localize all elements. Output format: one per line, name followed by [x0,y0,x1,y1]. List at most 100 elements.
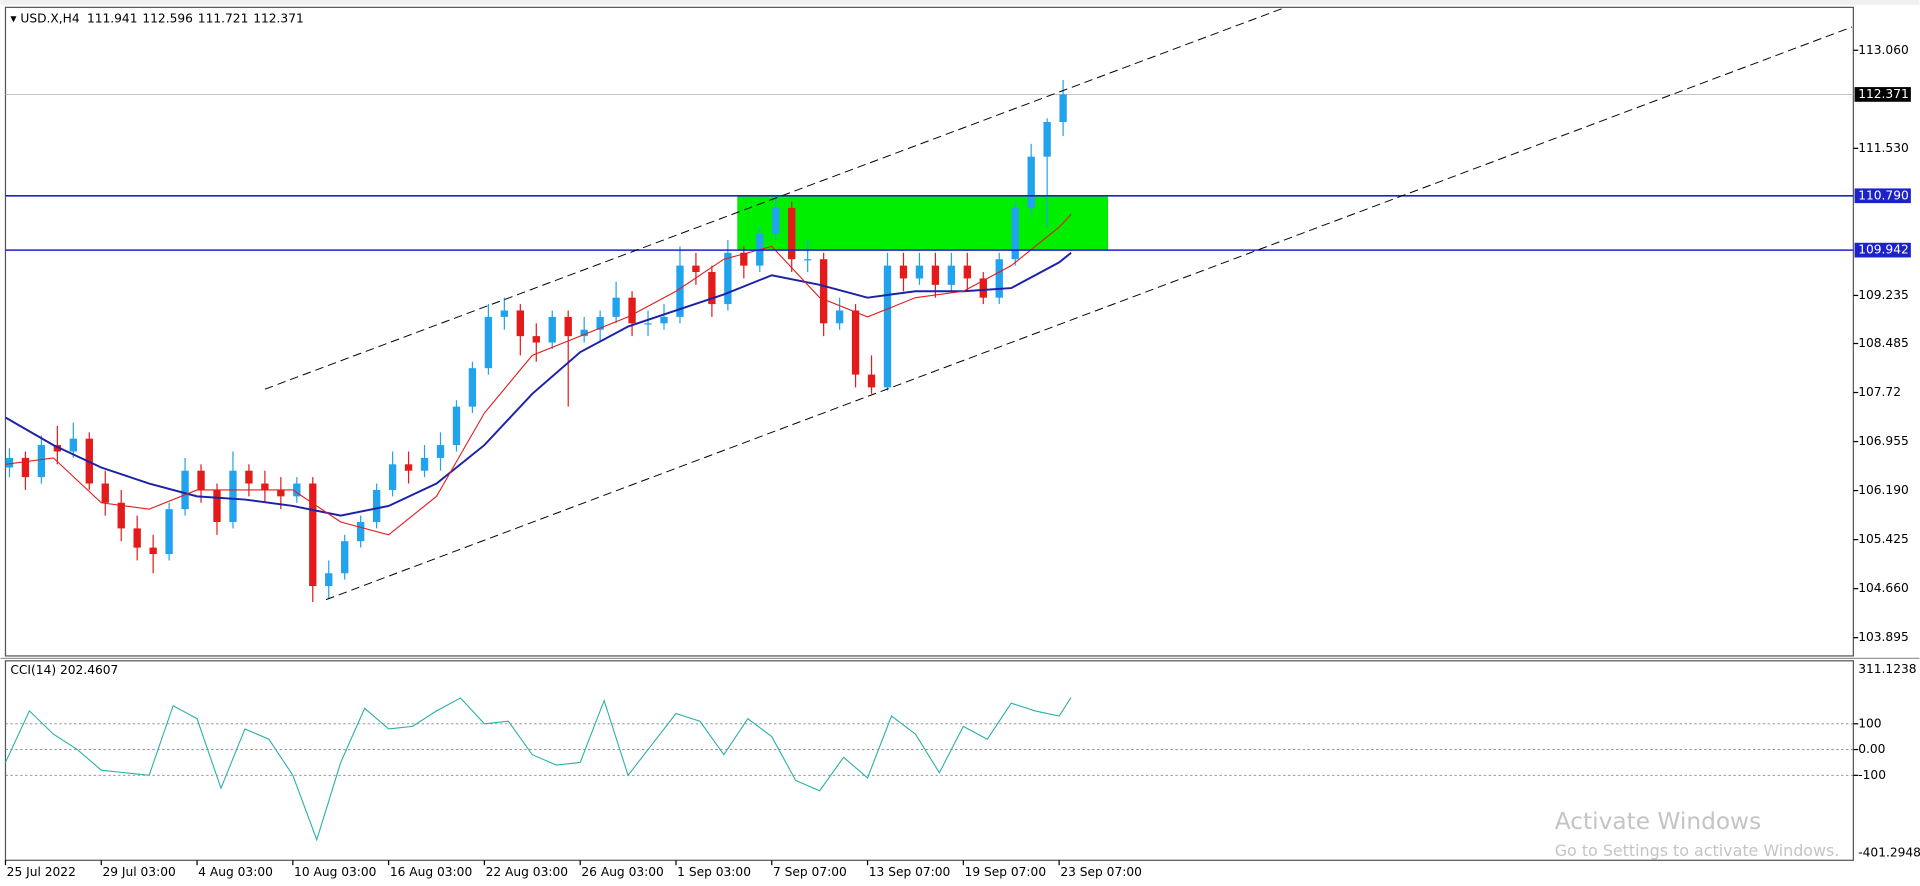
level-label-box [1854,188,1911,204]
candle-body [1011,207,1019,260]
candle-body [245,470,253,484]
candle-body [277,489,285,497]
candle-body [229,470,237,522]
candle-body [69,438,77,452]
x-tick-label: 13 Sep 07:00 [869,865,951,879]
tab-strip [0,0,1920,5]
x-tick-label: 26 Aug 03:00 [581,865,663,879]
y-tick-label: 106.955 [1858,434,1909,448]
cci-frame [4,660,1854,861]
open: 111.941 [87,11,138,25]
level-label-box [1854,242,1911,258]
candle-body [692,265,700,273]
main-frame [4,6,1854,657]
y-tick-label: 103.895 [1858,630,1909,644]
candle-body [915,265,924,279]
candle-body [341,541,349,574]
y-tick-label: -100 [1858,768,1886,782]
candle-body [404,464,413,471]
moving-average [4,252,1072,517]
candle-body [564,316,572,337]
y-tick-label: 100 [1858,716,1881,730]
candle-body [851,310,860,375]
x-tick-label: 23 Sep 07:00 [1060,865,1142,879]
moving-average [5,213,1072,536]
y-tick-label: 104.660 [1858,581,1909,595]
plot-layer [4,80,1854,842]
candle-body [979,278,987,298]
candle-body [1027,156,1035,208]
candle-body [963,265,971,279]
candle-body [676,265,684,317]
trend-line [264,6,1286,390]
price-label-box [1854,87,1911,102]
candle-body [165,509,173,555]
candle-body [133,528,141,548]
candle-body [484,316,493,369]
candle-body [181,470,189,510]
candle-body [5,457,14,468]
cci-line [4,697,1072,842]
x-tick-label: 25 Jul 2022 [7,865,76,879]
x-tick-label: 4 Aug 03:00 [198,865,273,879]
y-tick-label: 107.72 [1858,385,1901,399]
candle-body [804,259,812,261]
price-label: 112.371 [1858,87,1909,101]
y-tick-label: 109.235 [1858,288,1909,302]
candle-body [1059,94,1067,122]
candle-body [947,265,956,285]
candle-body [835,310,844,324]
x-tick-label: 7 Sep 07:00 [773,865,847,879]
candle-body [261,483,269,490]
candle-body [420,457,429,471]
y-tick-label: 0.00 [1858,742,1885,756]
x-tick-label: 1 Sep 03:00 [677,865,751,879]
candle-body [867,374,876,388]
candle-body [580,329,588,337]
candle-body [213,489,221,522]
candle-body [468,368,477,407]
symbol: ▾ [10,11,20,25]
candle-body [452,406,461,446]
candle-body [149,547,157,555]
y-tick-label: 105.425 [1858,532,1909,546]
y-range-label: 311.1238 [1858,662,1916,676]
y-tick-label: 106.190 [1858,483,1909,497]
candle-body [899,265,908,279]
y-tick-label: 108.485 [1858,336,1909,350]
watermark-subtitle: Go to Settings to activate Windows. [1555,841,1840,860]
zone [737,195,1109,251]
x-tick-label: 16 Aug 03:00 [390,865,472,879]
candle-body [357,521,365,542]
candle-body [436,445,445,458]
high: 112.596 [142,11,193,25]
x-tick-label: 22 Aug 03:00 [486,865,568,879]
watermark-title: Activate Windows [1555,808,1761,835]
level-label: 110.790 [1858,188,1909,202]
candle-body [1043,121,1051,157]
candle-body [53,445,62,452]
candle-body [660,316,668,324]
candle-body [500,310,509,317]
candle-body [708,272,716,305]
candle-body [612,297,620,317]
candle-body [325,573,333,587]
trend-line [325,26,1853,601]
close: 112.371 [253,11,304,25]
candle-body [532,336,540,343]
candle-body [197,470,205,490]
label-layer: 113.060 111.530 109.235 108.485 107.72 106.95… [4,43,1920,879]
candle-body [117,502,125,529]
candle-body [995,259,1003,298]
candle-body [819,259,828,324]
candle-body [101,483,109,503]
candle-body [516,310,524,337]
candle-body [388,464,397,490]
level-label: 109.942 [1858,243,1909,257]
chart-header: ▾ USD.X,H4 111.941 112.596 111.721 112.371 [10,11,303,25]
candle-body [931,265,940,285]
candle-body [548,316,556,343]
candle-body [37,445,46,478]
